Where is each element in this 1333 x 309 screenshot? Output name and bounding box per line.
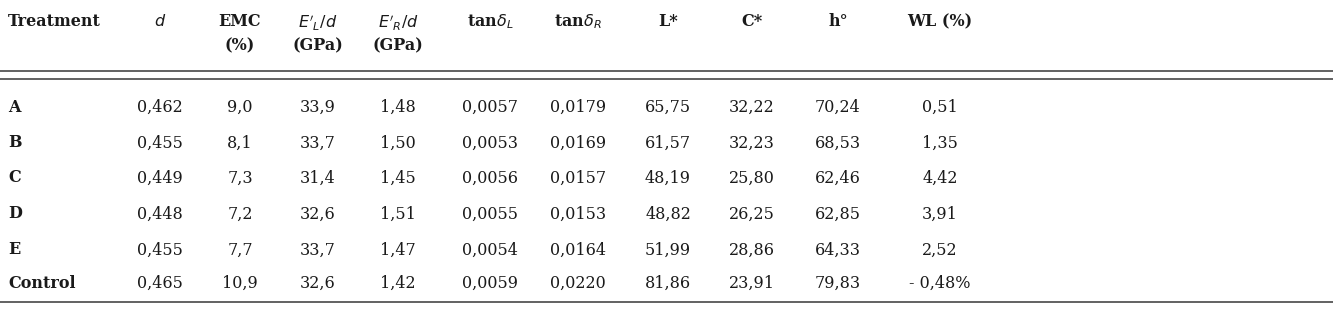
Text: 32,23: 32,23 (729, 134, 774, 151)
Text: 81,86: 81,86 (645, 274, 690, 291)
Text: 0,0056: 0,0056 (463, 170, 519, 187)
Text: 0,51: 0,51 (922, 99, 958, 116)
Text: A: A (8, 99, 20, 116)
Text: h°: h° (828, 14, 848, 31)
Text: 0,0057: 0,0057 (463, 99, 519, 116)
Text: 51,99: 51,99 (645, 242, 690, 259)
Text: 64,33: 64,33 (814, 242, 861, 259)
Text: 33,7: 33,7 (300, 134, 336, 151)
Text: EMC: EMC (219, 14, 261, 31)
Text: 62,46: 62,46 (814, 170, 861, 187)
Text: 7,3: 7,3 (227, 170, 253, 187)
Text: (%): (%) (225, 37, 255, 54)
Text: 1,51: 1,51 (380, 205, 416, 222)
Text: 9,0: 9,0 (227, 99, 253, 116)
Text: 3,91: 3,91 (922, 205, 958, 222)
Text: tan$\delta_R$: tan$\delta_R$ (555, 13, 603, 31)
Text: 61,57: 61,57 (645, 134, 690, 151)
Text: - 0,48%: - 0,48% (909, 274, 970, 291)
Text: D: D (8, 205, 21, 222)
Text: tan$\delta_L$: tan$\delta_L$ (467, 13, 513, 31)
Text: (GPa): (GPa) (293, 37, 344, 54)
Text: 28,86: 28,86 (729, 242, 774, 259)
Text: 0,0169: 0,0169 (551, 134, 607, 151)
Text: 10,9: 10,9 (223, 274, 257, 291)
Text: 33,7: 33,7 (300, 242, 336, 259)
Text: 1,48: 1,48 (380, 99, 416, 116)
Text: 0,448: 0,448 (137, 205, 183, 222)
Text: 2,52: 2,52 (922, 242, 958, 259)
Text: Treatment: Treatment (8, 14, 101, 31)
Text: WL (%): WL (%) (908, 14, 973, 31)
Text: 0,449: 0,449 (137, 170, 183, 187)
Text: 0,465: 0,465 (137, 274, 183, 291)
Text: 0,455: 0,455 (137, 242, 183, 259)
Text: 7,7: 7,7 (227, 242, 253, 259)
Text: 8,1: 8,1 (227, 134, 253, 151)
Text: 31,4: 31,4 (300, 170, 336, 187)
Text: 0,0055: 0,0055 (463, 205, 519, 222)
Text: 1,50: 1,50 (380, 134, 416, 151)
Text: 0,0054: 0,0054 (463, 242, 519, 259)
Text: 4,42: 4,42 (922, 170, 957, 187)
Text: 70,24: 70,24 (814, 99, 861, 116)
Text: (GPa): (GPa) (373, 37, 424, 54)
Text: Control: Control (8, 274, 76, 291)
Text: 1,35: 1,35 (922, 134, 958, 151)
Text: L*: L* (659, 14, 678, 31)
Text: 0,0153: 0,0153 (551, 205, 607, 222)
Text: $E'_L/d$: $E'_L/d$ (299, 12, 337, 32)
Text: 65,75: 65,75 (645, 99, 690, 116)
Text: 62,85: 62,85 (814, 205, 861, 222)
Text: 1,45: 1,45 (380, 170, 416, 187)
Text: 0,0157: 0,0157 (551, 170, 607, 187)
Text: $d$: $d$ (153, 14, 167, 31)
Text: 0,462: 0,462 (137, 99, 183, 116)
Text: 0,0164: 0,0164 (551, 242, 607, 259)
Text: 48,19: 48,19 (645, 170, 690, 187)
Text: 0,0059: 0,0059 (463, 274, 519, 291)
Text: 1,47: 1,47 (380, 242, 416, 259)
Text: 0,0053: 0,0053 (463, 134, 519, 151)
Text: 48,82: 48,82 (645, 205, 690, 222)
Text: 68,53: 68,53 (814, 134, 861, 151)
Text: 0,0220: 0,0220 (551, 274, 607, 291)
Text: 79,83: 79,83 (814, 274, 861, 291)
Text: $E'_R/d$: $E'_R/d$ (377, 12, 419, 32)
Text: E: E (8, 242, 20, 259)
Text: B: B (8, 134, 21, 151)
Text: 32,6: 32,6 (300, 205, 336, 222)
Text: 26,25: 26,25 (729, 205, 774, 222)
Text: 23,91: 23,91 (729, 274, 774, 291)
Text: 32,6: 32,6 (300, 274, 336, 291)
Text: C: C (8, 170, 21, 187)
Text: 0,455: 0,455 (137, 134, 183, 151)
Text: 32,22: 32,22 (729, 99, 774, 116)
Text: 7,2: 7,2 (227, 205, 253, 222)
Text: 25,80: 25,80 (729, 170, 774, 187)
Text: 0,0179: 0,0179 (551, 99, 607, 116)
Text: 1,42: 1,42 (380, 274, 416, 291)
Text: 33,9: 33,9 (300, 99, 336, 116)
Text: C*: C* (741, 14, 762, 31)
